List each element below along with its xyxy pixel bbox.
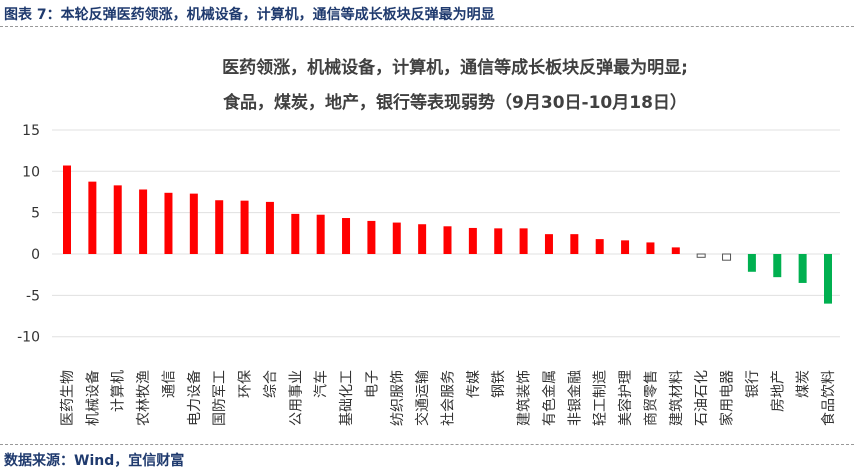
y-tick-label: 10 [22, 164, 40, 180]
bar-轻工制造 [595, 239, 604, 254]
figure-title: 图表 7：本轮反弹医药领涨，机械设备，计算机，通信等成长板块反弹最为明显 [4, 7, 495, 23]
bar-钢铁 [494, 228, 503, 254]
bar-非银金融 [570, 234, 579, 254]
x-tick-label: 通信 [161, 370, 177, 398]
bar-基础化工 [342, 218, 351, 254]
bar-电子 [367, 220, 376, 254]
bar-建筑装饰 [519, 228, 528, 254]
y-tick-label: 5 [31, 206, 40, 222]
top-divider [0, 26, 854, 27]
bar-纺织服饰 [392, 222, 401, 254]
y-tick-label: 15 [22, 123, 40, 139]
bar-传媒 [468, 227, 477, 254]
bar-农林牧渔 [139, 189, 148, 254]
bar-环保 [240, 200, 249, 254]
x-tick-label: 银行 [745, 370, 761, 398]
x-tick-label: 农林牧渔 [136, 370, 152, 426]
bar-社会服务 [443, 226, 452, 254]
x-tick-label: 煤炭 [796, 370, 812, 398]
x-tick-label: 家用电器 [719, 370, 736, 426]
x-tick-label: 纺织服饰 [390, 370, 406, 426]
x-tick-label: 综合 [263, 370, 279, 398]
bar-有色金属 [544, 234, 553, 254]
chart-title-line-2: 食品，煤炭，地产，银行等表现弱势（9月30日-10月18日） [223, 92, 687, 113]
bar-汽车 [316, 214, 325, 254]
bar-商贸零售 [646, 242, 655, 254]
bar-石油石化 [696, 253, 706, 258]
x-tick-label: 房地产 [770, 370, 786, 412]
y-tick-label: -5 [26, 288, 40, 304]
x-tick-label: 电子 [364, 370, 380, 398]
bar-机械设备 [88, 181, 97, 254]
x-tick-label: 传媒 [466, 370, 482, 398]
x-tick-label: 电力设备 [186, 370, 203, 426]
x-tick-label: 计算机 [111, 370, 127, 412]
x-tick-label: 公用事业 [288, 370, 304, 426]
x-tick-label: 美容护理 [617, 370, 634, 426]
bar-chart: 医药领涨，机械设备，计算机，通信等成长板块反弹最为明显; 食品，煤炭，地产，银行… [17, 57, 840, 426]
bar-银行 [747, 254, 756, 272]
bar-公用事业 [291, 213, 300, 254]
bar-计算机 [113, 185, 122, 254]
bar-煤炭 [798, 254, 807, 283]
bar-国防军工 [215, 200, 224, 254]
bar-食品饮料 [824, 254, 832, 304]
bar-医药生物 [63, 165, 71, 254]
x-tick-label: 机械设备 [84, 370, 101, 426]
bar-美容护理 [621, 240, 630, 254]
x-tick-label: 环保 [238, 370, 254, 398]
bar-交通运输 [418, 224, 427, 254]
x-tick-label: 基础化工 [338, 370, 355, 426]
x-tick-label: 建筑材料 [669, 370, 685, 426]
bar-综合 [265, 201, 274, 254]
bar-建筑材料 [671, 247, 680, 254]
x-tick-label: 建筑装饰 [517, 370, 533, 426]
bar-电力设备 [189, 193, 198, 254]
x-tick-label: 非银金融 [567, 370, 583, 426]
y-tick-label: 0 [31, 247, 40, 263]
x-tick-label: 食品饮料 [820, 370, 837, 426]
x-tick-label: 社会服务 [441, 370, 457, 426]
x-tick-label: 轻工制造 [593, 370, 609, 426]
x-tick-label: 有色金属 [541, 370, 558, 426]
x-tick-label: 商贸零售 [643, 370, 659, 426]
bottom-divider [0, 444, 854, 445]
x-tick-label: 交通运输 [414, 370, 431, 426]
source-note: 数据来源：Wind，宜信财富 [4, 453, 185, 469]
x-tick-label: 石油石化 [694, 370, 710, 426]
bar-房地产 [773, 254, 782, 278]
bar-通信 [164, 192, 173, 254]
x-tick-label: 医药生物 [60, 370, 76, 426]
chart-title-line-1: 医药领涨，机械设备，计算机，通信等成长板块反弹最为明显; [222, 57, 688, 78]
x-tick-label: 钢铁 [491, 370, 507, 398]
bar-家用电器 [722, 253, 732, 261]
y-tick-label: -10 [17, 330, 40, 346]
x-tick-label: 国防军工 [212, 370, 228, 426]
x-tick-label: 汽车 [313, 370, 330, 398]
